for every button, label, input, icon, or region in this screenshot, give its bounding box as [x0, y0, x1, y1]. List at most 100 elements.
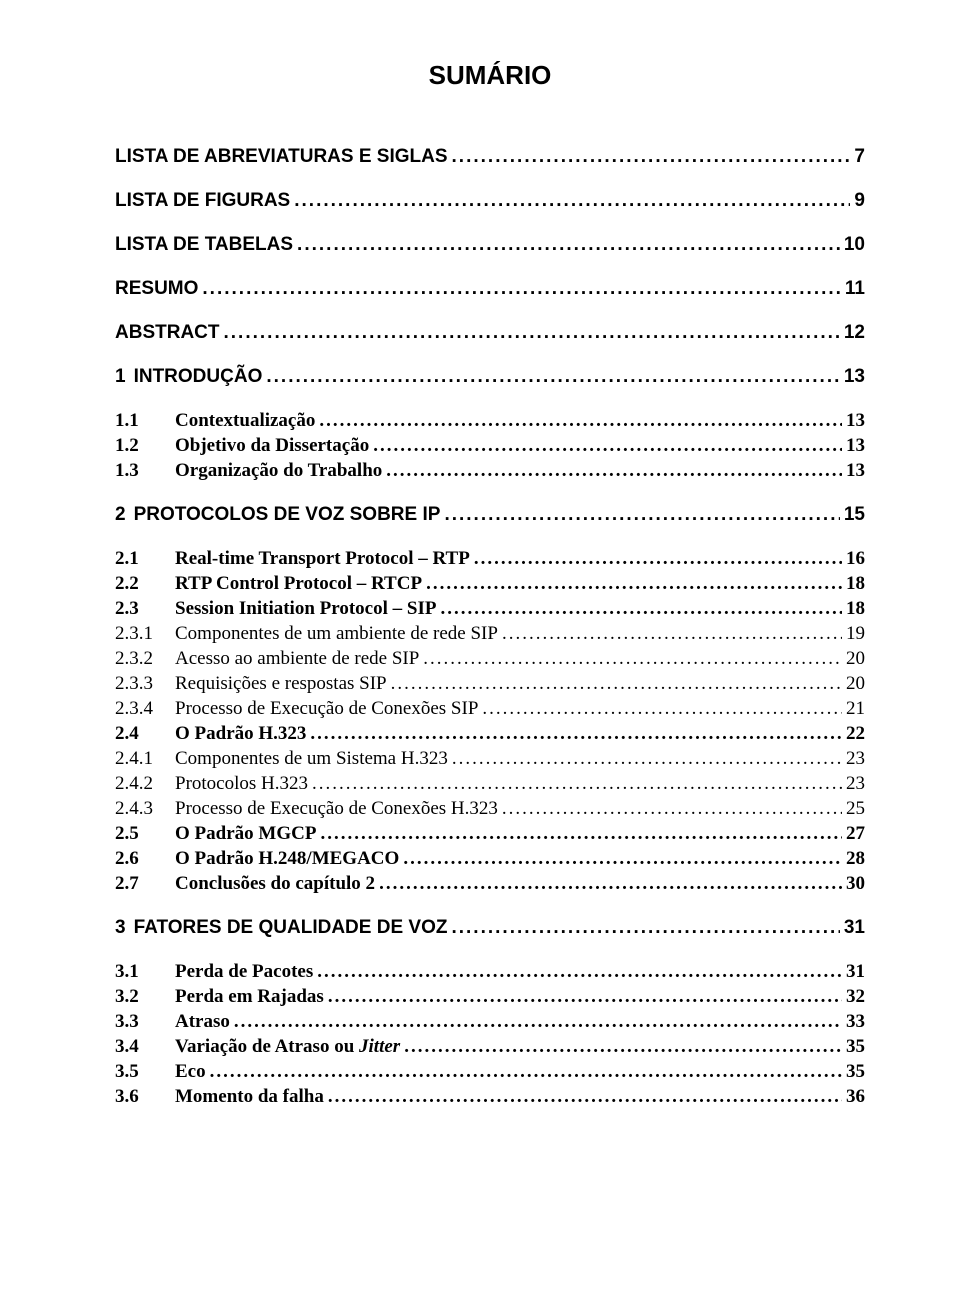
toc-number: 2.3.1: [115, 623, 175, 645]
toc-label: Variação de Atraso ou Jitter: [175, 1036, 400, 1058]
toc-number: 2.4.1: [115, 748, 175, 770]
toc-leader-dots: [387, 673, 842, 695]
toc-page: 30: [842, 873, 865, 895]
toc-leader-dots: [324, 986, 842, 1008]
table-of-contents: LISTA DE ABREVIATURAS E SIGLAS 7 LISTA D…: [115, 146, 865, 1108]
toc-leader-dots: [498, 623, 842, 645]
toc-number: 3.3: [115, 1011, 175, 1033]
toc-number: 1.1: [115, 410, 175, 432]
toc-entry-subsection: 2.4.3 Processo de Execução de Conexões H…: [115, 798, 865, 820]
toc-page: 13: [842, 435, 865, 457]
toc-page: 19: [842, 623, 865, 645]
toc-number: 2.4: [115, 723, 175, 745]
toc-entry-section: 3.4 Variação de Atraso ou Jitter 35: [115, 1036, 865, 1058]
toc-number: 1.2: [115, 435, 175, 457]
toc-entry-chapter: 2 PROTOCOLOS DE VOZ SOBRE IP 15: [115, 504, 865, 526]
toc-number: 1.3: [115, 460, 175, 482]
toc-label: LISTA DE ABREVIATURAS E SIGLAS: [115, 146, 448, 168]
toc-entry-section: 1.3 Organização do Trabalho 13: [115, 460, 865, 482]
toc-leader-dots: [448, 748, 842, 770]
toc-page: 15: [840, 504, 865, 526]
toc-leader-dots: [308, 773, 842, 795]
toc-leader-dots: [313, 961, 842, 983]
toc-leader-dots: [498, 798, 842, 820]
toc-entry-section: 1.2 Objetivo da Dissertação 13: [115, 435, 865, 457]
toc-leader-dots: [324, 1086, 842, 1108]
toc-number: 3.1: [115, 961, 175, 983]
toc-label: O Padrão MGCP: [175, 823, 316, 845]
toc-entry-section: 2.6 O Padrão H.248/MEGACO 28: [115, 848, 865, 870]
toc-page: 35: [842, 1061, 865, 1083]
toc-entry-subsection: 2.3.4 Processo de Execução de Conexões S…: [115, 698, 865, 720]
toc-entry-chapter: 1 INTRODUÇÃO 13: [115, 366, 865, 388]
toc-page: 28: [842, 848, 865, 870]
toc-entry-subsection: 2.3.3 Requisições e respostas SIP 20: [115, 673, 865, 695]
toc-label: Eco: [175, 1061, 206, 1083]
toc-entry-section: 2.3 Session Initiation Protocol – SIP 18: [115, 598, 865, 620]
toc-page: 13: [840, 366, 865, 388]
toc-page: 27: [842, 823, 865, 845]
toc-label: RTP Control Protocol – RTCP: [175, 573, 422, 595]
toc-number: 2.3: [115, 598, 175, 620]
toc-leader-dots: [230, 1011, 842, 1033]
toc-number: 2.7: [115, 873, 175, 895]
toc-entry-frontmatter: ABSTRACT 12: [115, 322, 865, 344]
toc-number: 3: [115, 917, 134, 939]
toc-label: RESUMO: [115, 278, 198, 300]
toc-leader-dots: [447, 917, 839, 939]
toc-label: Momento da falha: [175, 1086, 324, 1108]
toc-leader-dots: [375, 873, 842, 895]
toc-label: Componentes de um Sistema H.323: [175, 748, 448, 770]
toc-label: FATORES DE QUALIDADE DE VOZ: [134, 917, 448, 939]
toc-entry-subsection: 2.4.1 Componentes de um Sistema H.323 23: [115, 748, 865, 770]
toc-label: Contextualização: [175, 410, 315, 432]
toc-leader-dots: [315, 410, 842, 432]
toc-label: Componentes de um ambiente de rede SIP: [175, 623, 498, 645]
toc-number: 2.6: [115, 848, 175, 870]
toc-leader-dots: [419, 648, 842, 670]
toc-entry-subsection: 2.3.2 Acesso ao ambiente de rede SIP 20: [115, 648, 865, 670]
toc-number: 3.2: [115, 986, 175, 1008]
toc-leader-dots: [448, 146, 851, 168]
toc-label: Processo de Execução de Conexões SIP: [175, 698, 478, 720]
italic-text: Jitter: [359, 1036, 400, 1057]
toc-leader-dots: [262, 366, 840, 388]
toc-number: 2.3.2: [115, 648, 175, 670]
toc-number: 2.3.4: [115, 698, 175, 720]
toc-entry-frontmatter: LISTA DE FIGURAS 9: [115, 190, 865, 212]
toc-label: Objetivo da Dissertação: [175, 435, 369, 457]
toc-page: 13: [842, 410, 865, 432]
toc-page: 33: [842, 1011, 865, 1033]
toc-leader-dots: [306, 723, 842, 745]
toc-label: Protocolos H.323: [175, 773, 308, 795]
toc-leader-dots: [422, 573, 842, 595]
toc-leader-dots: [198, 278, 841, 300]
toc-leader-dots: [369, 435, 842, 457]
toc-number: 2.5: [115, 823, 175, 845]
toc-entry-section: 2.2 RTP Control Protocol – RTCP 18: [115, 573, 865, 595]
toc-page: 11: [841, 278, 865, 300]
toc-page: 32: [842, 986, 865, 1008]
toc-leader-dots: [440, 504, 839, 526]
toc-label: LISTA DE FIGURAS: [115, 190, 290, 212]
toc-entry-subsection: 2.3.1 Componentes de um ambiente de rede…: [115, 623, 865, 645]
toc-leader-dots: [399, 848, 842, 870]
toc-page: 7: [850, 146, 865, 168]
toc-number: 3.6: [115, 1086, 175, 1108]
toc-entry-subsection: 2.4.2 Protocolos H.323 23: [115, 773, 865, 795]
toc-leader-dots: [293, 234, 840, 256]
toc-number: 3.5: [115, 1061, 175, 1083]
toc-page: 35: [842, 1036, 865, 1058]
toc-entry-section: 2.7 Conclusões do capítulo 2 30: [115, 873, 865, 895]
toc-leader-dots: [382, 460, 842, 482]
toc-entry-section: 3.5 Eco 35: [115, 1061, 865, 1083]
toc-page: 22: [842, 723, 865, 745]
toc-page: 31: [840, 917, 865, 939]
toc-label: ABSTRACT: [115, 322, 220, 344]
toc-page: 20: [842, 673, 865, 695]
toc-number: 1: [115, 366, 134, 388]
toc-number: 2.1: [115, 548, 175, 570]
toc-page: 36: [842, 1086, 865, 1108]
toc-label: INTRODUÇÃO: [134, 366, 263, 388]
toc-number: 2.2: [115, 573, 175, 595]
